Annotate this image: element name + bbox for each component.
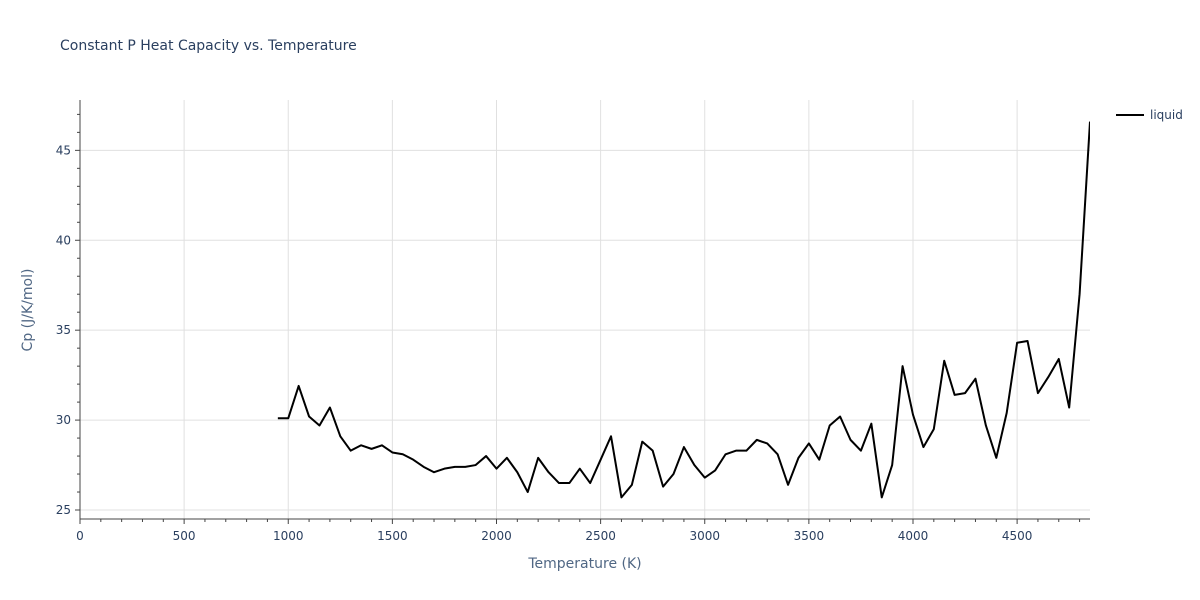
x-axis-ticks: 0 500 1000 1500 2000 2500 3000 3500 4000 4500: [76, 529, 1032, 543]
x-tick-label: 4000: [898, 529, 929, 543]
x-tick-label: 1500: [377, 529, 408, 543]
x-tick-label: 2000: [481, 529, 512, 543]
y-tick-label: 25: [56, 503, 71, 517]
x-tick-label: 0: [76, 529, 84, 543]
plot-area: [277, 121, 1090, 499]
y-axis-ticks: 25 30 35 40 45: [56, 143, 71, 517]
grid: [80, 100, 1090, 519]
y-tick-label: 45: [56, 143, 71, 157]
x-tick-label: 4500: [1002, 529, 1033, 543]
y-tick-label: 35: [56, 323, 71, 337]
axes: [75, 100, 1090, 524]
x-tick-label: 3500: [794, 529, 825, 543]
x-tick-label: 500: [173, 529, 196, 543]
x-tick-label: 1000: [273, 529, 304, 543]
chart-title: Constant P Heat Capacity vs. Temperature: [60, 38, 357, 54]
series-line-liquid: [277, 121, 1090, 499]
x-tick-label: 2500: [585, 529, 616, 543]
y-tick-label: 30: [56, 413, 71, 427]
y-axis-label: Cp (J/K/mol): [20, 269, 36, 352]
legend-item-liquid[interactable]: liquid: [1116, 108, 1183, 122]
x-axis-label: Temperature (K): [527, 556, 641, 572]
legend[interactable]: liquid: [1116, 108, 1183, 122]
legend-label: liquid: [1150, 108, 1183, 122]
y-tick-label: 40: [56, 233, 71, 247]
x-tick-label: 3000: [689, 529, 720, 543]
